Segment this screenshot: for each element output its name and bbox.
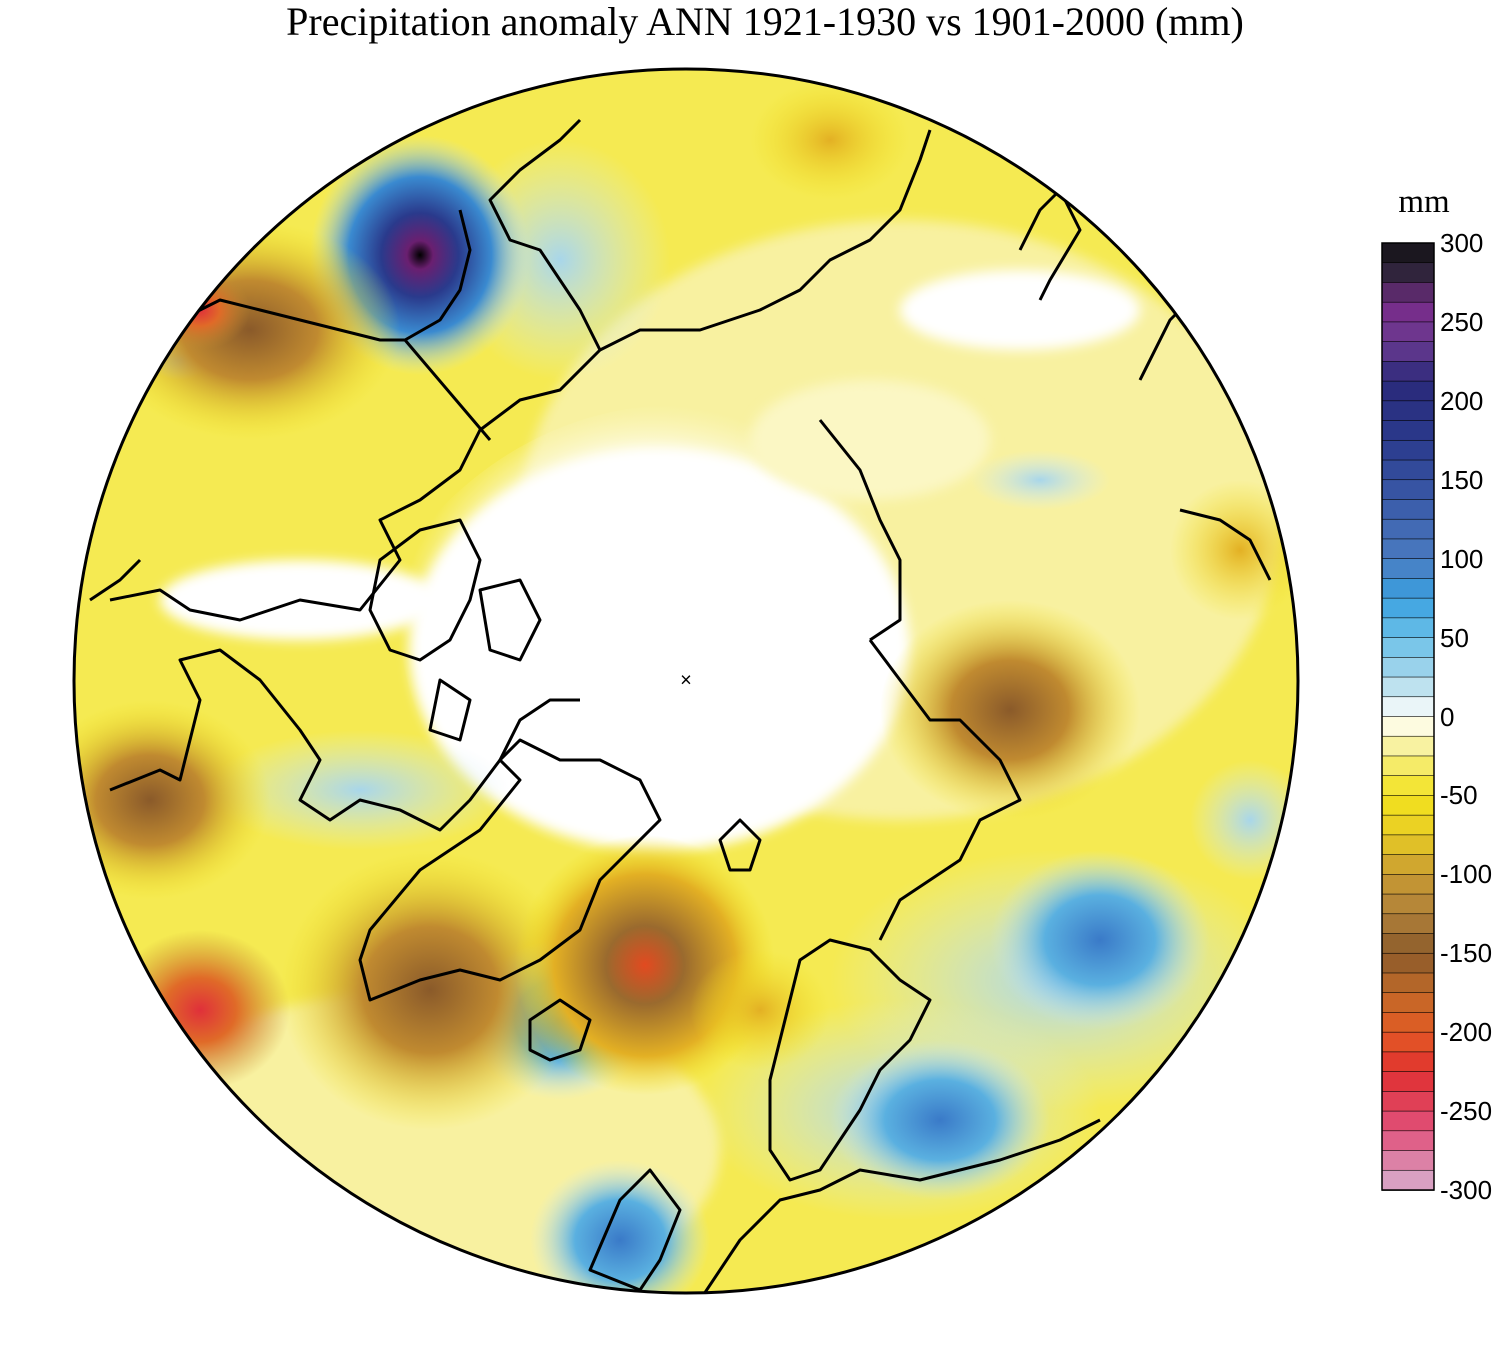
map-title: Precipitation anomaly ANN 1921-1930 vs 1… [286,0,1244,44]
colorbar-swatch [1381,439,1435,461]
colorbar-tick-label: 50 [1440,622,1469,653]
coastline-scandinavia [768,938,932,1182]
colorbar-swatch [1381,597,1435,619]
colorbar-tick-label: -50 [1440,780,1478,811]
colorbar-swatch [1381,518,1435,540]
coastline-europe [698,1118,1101,1293]
colorbar-tick-label: -300 [1440,1175,1493,1205]
colorbar-swatch [1381,400,1435,422]
colorbar-swatch [1381,735,1435,757]
colorbar-swatch [1381,617,1435,639]
coastline-kamchatka [1018,188,1082,301]
colorbar-tick-label: -100 [1440,859,1493,890]
colorbar-swatch [1381,459,1435,481]
colorbar-swatch [1381,1012,1435,1033]
coastline-taimyr [818,419,902,642]
colorbar-swatch [1381,972,1435,994]
colorbar-swatch [1381,1150,1435,1172]
colorbar-tick-label: -200 [1440,1017,1493,1048]
colorbar-swatch [1381,913,1435,935]
colorbar-unit-label: mm [1398,184,1450,220]
colorbar-swatch [1381,696,1435,718]
colorbar-swatch [1381,874,1435,895]
colorbar-swatch [1381,716,1435,738]
colorbar-swatch [1381,834,1435,856]
colorbar-swatch [1381,301,1435,323]
colorbar-swatch [1381,854,1435,876]
coastline-alaska [179,209,472,342]
coastline-arctic-islands [368,518,542,742]
colorbar [1381,242,1435,1191]
coastline-north-america [109,118,602,622]
colorbar-swatch [1381,676,1435,698]
colorbar-swatch [1381,558,1435,580]
colorbar-frame [1381,242,1435,1191]
colorbar-swatch [1381,341,1435,363]
coastline-caspian [1179,508,1272,581]
coastline-iceland [528,998,592,1062]
colorbar-swatch [1381,814,1435,836]
colorbar-tick-label: -150 [1440,938,1493,969]
colorbar-swatch [1381,380,1435,402]
colorbar-swatch [1381,1091,1435,1112]
colorbar-swatch [1381,1169,1435,1191]
colorbar-tick-label: 250 [1440,306,1484,337]
colorbar-swatch [1381,282,1435,303]
colorbar-swatch [1381,657,1435,678]
colorbar-swatch [1381,499,1435,521]
colorbar-swatch [1381,538,1435,560]
coastline-siberia [868,639,1022,941]
colorbar-swatch [1381,893,1435,915]
colorbar-swatch [1381,361,1435,382]
colorbar-swatch [1381,992,1435,1014]
coastline-novaya-zemlya [718,818,762,872]
colorbar-tick-label: -250 [1440,1096,1493,1127]
colorbar-swatch [1381,1110,1435,1132]
north-pole-marker: × [680,669,692,691]
colorbar-swatch [1381,479,1435,501]
colorbar-tick-label: 100 [1440,543,1484,574]
colorbar-tick-label: 0 [1440,701,1455,732]
anomaly-field [74,69,1298,1293]
colorbar-swatch [1381,1130,1435,1152]
colorbar-swatch [1381,420,1435,442]
colorbar-swatch [1381,242,1435,264]
map-boundary [72,67,1300,1295]
colorbar-tick-label: 300 [1440,228,1484,258]
colorbar-swatch [1381,1031,1435,1053]
colorbar-swatch [1381,775,1435,797]
coastline-west-coast [89,558,142,602]
colorbar-swatch [1381,755,1435,777]
colorbar-tick-label: 150 [1440,464,1484,495]
colorbar-swatch [1381,637,1435,659]
coastline-greenland [358,738,662,1002]
colorbar-swatch [1381,795,1435,816]
colorbar-swatch [1381,578,1435,599]
colorbar-swatch [1381,1051,1435,1073]
border-alaska-canada [403,339,492,441]
colorbar-swatch [1381,262,1435,284]
colorbar-tick-label: 200 [1440,385,1484,416]
colorbar-swatch [1381,933,1435,955]
colorbar-swatch [1381,1071,1435,1093]
colorbar-swatch [1381,321,1435,343]
coastline-east-siberia [599,129,932,352]
colorbar-swatch [1381,952,1435,974]
